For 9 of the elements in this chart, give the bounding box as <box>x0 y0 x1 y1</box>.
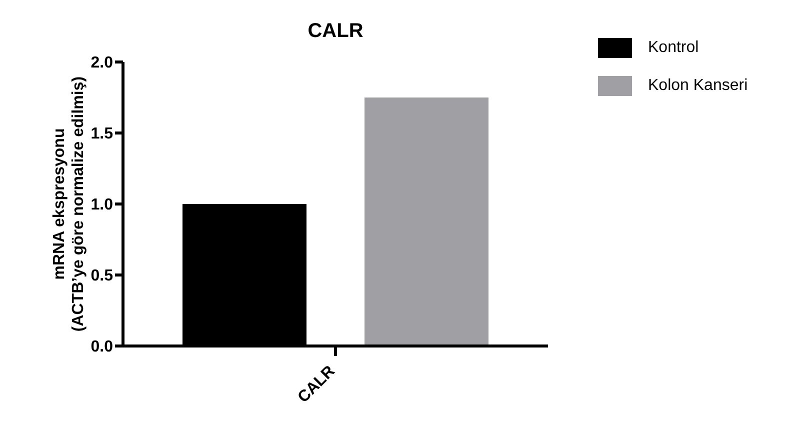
y-tick-label: 0.0 <box>90 338 114 356</box>
chart-title: CALR <box>306 20 364 43</box>
y-tick-label: 2.0 <box>90 54 114 72</box>
y-tick-label: 1.5 <box>90 126 114 143</box>
legend-label: Kontrol <box>648 39 699 57</box>
y-tick-label: 0.5 <box>90 268 114 285</box>
y-tick-label: 1.0 <box>90 196 114 214</box>
y-axis-title: mRNA ekspresyonu (ACTB’ye göre normalize edilmiş) <box>51 76 87 332</box>
legend-label: Kolon Kanseri <box>648 77 748 95</box>
